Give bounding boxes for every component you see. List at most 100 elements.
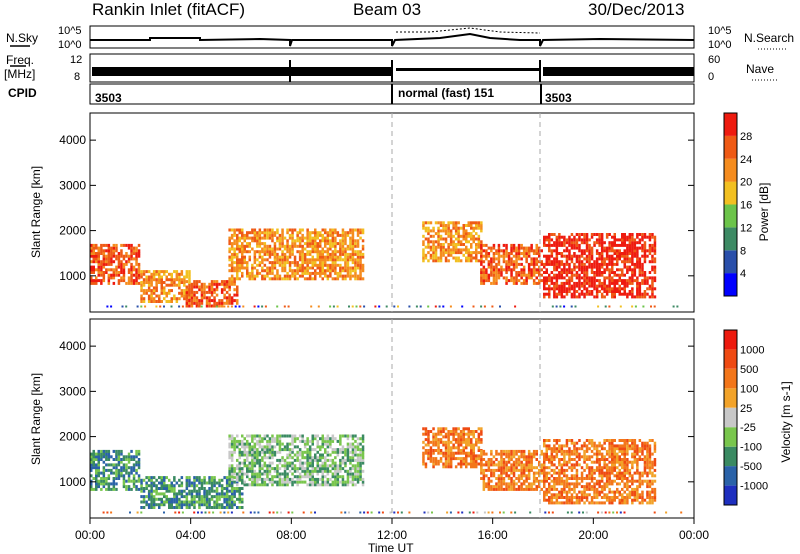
heatmap-cell xyxy=(286,472,289,476)
heatmap-cell xyxy=(621,260,624,264)
heatmap-cell xyxy=(422,226,425,230)
heatmap-cell xyxy=(233,450,236,454)
heatmap-cell xyxy=(525,246,528,250)
heatmap-cell xyxy=(535,479,538,483)
heatmap-cell xyxy=(452,432,455,436)
heatmap-cell xyxy=(306,244,309,248)
heatmap-cell xyxy=(268,445,272,449)
heatmap-cell xyxy=(170,497,173,501)
heatmap-cell xyxy=(530,460,533,464)
heatmap-cell xyxy=(117,468,121,472)
heatmap-cell xyxy=(316,255,319,259)
heatmap-cell xyxy=(548,458,551,461)
heatmap-cell xyxy=(575,276,579,280)
heatmap-cell xyxy=(472,305,475,308)
heatmap-cell xyxy=(588,447,591,451)
heatmap-cell xyxy=(585,493,589,497)
heatmap-cell xyxy=(351,252,355,256)
heatmap-cell xyxy=(236,439,239,443)
heatmap-cell xyxy=(497,246,501,250)
heatmap-cell xyxy=(600,479,604,483)
heatmap-cell xyxy=(651,249,654,253)
heatmap-cell xyxy=(356,458,360,462)
heatmap-cell xyxy=(331,472,335,476)
heatmap-cell xyxy=(575,254,579,258)
heatmap-cell xyxy=(135,485,138,489)
heatmap-cell xyxy=(258,236,262,240)
heatmap-cell xyxy=(555,498,559,502)
heatmap-cell xyxy=(130,281,133,285)
heatmap-cell xyxy=(130,262,133,266)
heatmap-cell xyxy=(613,468,616,472)
heatmap-cell xyxy=(555,238,559,242)
heatmap-cell xyxy=(248,445,251,449)
heatmap-cell xyxy=(532,273,536,277)
heatmap-cell xyxy=(281,277,284,281)
heatmap-cell xyxy=(485,273,488,277)
heatmap-cell xyxy=(359,263,362,267)
heatmap-cell xyxy=(553,463,556,467)
heatmap-cell xyxy=(548,295,551,299)
heatmap-cell xyxy=(152,503,156,507)
heatmap-cell xyxy=(188,492,191,496)
heatmap-cell xyxy=(578,243,581,247)
heatmap-cell xyxy=(127,243,131,247)
heatmap-cell xyxy=(293,467,297,471)
heatmap-cell xyxy=(230,481,234,485)
heatmap-cell xyxy=(301,255,304,259)
heatmap-cell xyxy=(502,487,506,491)
heatmap-cell xyxy=(319,242,322,246)
heatmap-cell xyxy=(228,239,231,243)
heatmap-cell xyxy=(137,474,141,478)
heatmap-cell xyxy=(454,427,458,431)
heatmap-cell xyxy=(611,501,614,505)
heatmap-cell xyxy=(200,296,204,300)
heatmap-cell xyxy=(580,493,584,497)
heatmap-cell xyxy=(208,282,211,286)
heatmap-cell xyxy=(258,233,262,237)
heatmap-cell xyxy=(273,439,277,443)
heatmap-cell xyxy=(319,483,322,487)
heatmap-cell xyxy=(598,271,601,274)
heatmap-cell xyxy=(301,266,304,270)
heatmap-cell xyxy=(243,247,246,251)
heatmap-cell xyxy=(444,232,448,236)
heatmap-cell xyxy=(246,469,249,473)
heatmap-cell xyxy=(465,427,468,431)
heatmap-cell xyxy=(308,445,312,449)
heatmap-cell xyxy=(623,452,626,456)
heatmap-cell xyxy=(168,289,171,293)
heatmap-cell xyxy=(117,474,121,478)
heatmap-cell xyxy=(595,496,599,499)
heatmap-cell xyxy=(241,271,244,275)
heatmap-cell xyxy=(512,265,516,269)
heatmap-cell xyxy=(324,458,327,462)
heatmap-cell xyxy=(188,293,191,297)
heatmap-cell xyxy=(540,279,543,283)
heatmap-cell xyxy=(95,276,98,280)
heatmap-cell xyxy=(92,452,95,456)
heatmap-cell xyxy=(565,444,569,448)
heatmap-cell xyxy=(595,452,599,456)
heatmap-cell xyxy=(573,444,576,448)
heatmap-cell xyxy=(105,262,108,266)
heatmap-cell xyxy=(631,287,634,291)
heatmap-cell xyxy=(334,266,337,270)
heatmap-cell xyxy=(233,480,236,484)
heatmap-cell xyxy=(319,255,322,259)
heatmap-cell xyxy=(563,249,566,253)
heatmap-cell xyxy=(359,252,362,256)
heatmap-cell xyxy=(155,497,158,501)
heatmap-cell xyxy=(608,455,611,459)
heatmap-cell xyxy=(465,251,468,255)
heatmap-cell xyxy=(308,258,312,262)
heatmap-cell xyxy=(306,233,309,237)
heatmap-cell xyxy=(329,483,332,487)
heatmap-cell xyxy=(354,475,357,479)
heatmap-cell xyxy=(422,440,425,444)
heatmap-cell xyxy=(515,466,518,470)
heatmap-cell xyxy=(621,241,624,245)
heatmap-cell xyxy=(492,485,496,489)
heatmap-cell xyxy=(495,452,498,456)
heatmap-cell xyxy=(570,246,574,250)
